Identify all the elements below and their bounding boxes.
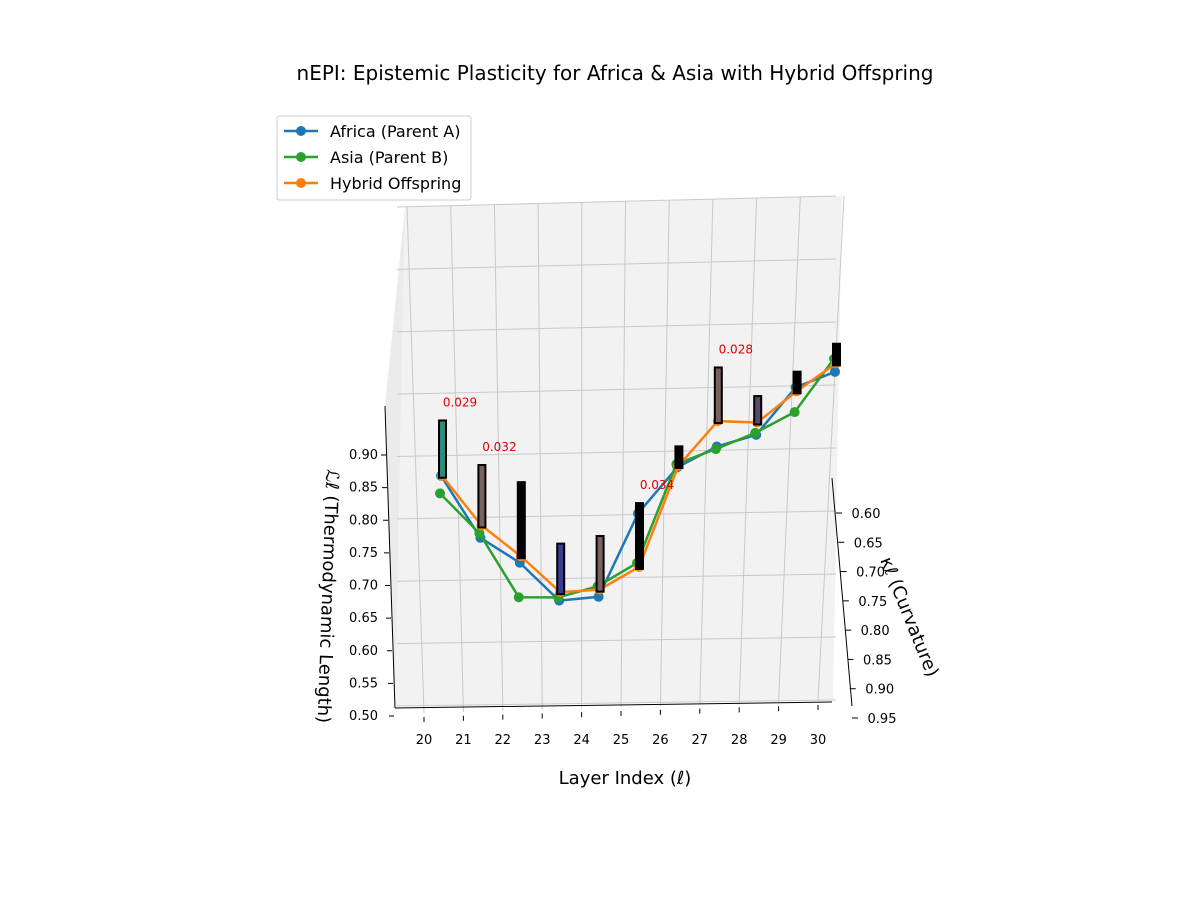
x-tick-label: 26 <box>652 733 669 748</box>
z-tick-label: 0.80 <box>349 513 378 528</box>
grid-line-x <box>537 203 543 710</box>
legend-marker <box>296 152 306 162</box>
data-point <box>750 427 761 438</box>
bar-value-label: 0.029 <box>443 395 477 409</box>
data-point <box>474 528 485 539</box>
x-tick-label: 23 <box>534 733 551 748</box>
data-point <box>789 407 800 418</box>
legend: Africa (Parent A) Asia (Parent B) Hybrid O… <box>276 115 472 201</box>
grid-line-x <box>406 206 425 714</box>
z-tick-label: 0.90 <box>349 448 378 463</box>
chart-pane <box>385 196 842 706</box>
grid-line-z <box>396 447 837 457</box>
grid-line-x <box>659 200 670 706</box>
legend-label: Africa (Parent A) <box>330 122 460 141</box>
y-tick-label: 0.75 <box>858 595 887 610</box>
z-tick-label: 0.65 <box>349 611 378 626</box>
grid-line-z <box>396 321 837 333</box>
z-tick-label: 0.85 <box>349 481 378 496</box>
plasticity-bar <box>438 419 447 479</box>
plasticity-bar <box>713 366 723 425</box>
x-tick-label: 25 <box>613 733 630 748</box>
grid-lines <box>396 195 845 714</box>
grid-line-x <box>778 197 801 703</box>
grid-line-z <box>396 636 837 645</box>
plasticity-bar <box>556 542 566 596</box>
y-axis-line <box>831 477 853 707</box>
x-tick-label: 20 <box>416 733 433 748</box>
grid-line-z <box>396 384 837 395</box>
chart-title: nEPI: Epistemic Plasticity for Africa & … <box>297 61 934 85</box>
plasticity-bar <box>753 395 763 426</box>
x-axis-label: Layer Index (ℓ) <box>559 768 692 789</box>
z-tick-label: 0.50 <box>349 709 378 724</box>
y-tick-label: 0.90 <box>865 683 894 698</box>
bars-group: 0.029 0.032 0.034 0.028 <box>438 342 841 596</box>
x-tick-label: 30 <box>810 733 827 748</box>
x-tick-label: 28 <box>731 733 748 748</box>
y-tick-label: 0.65 <box>854 536 883 551</box>
y-tick-label: 0.95 <box>868 712 897 727</box>
z-axis-line <box>384 405 396 709</box>
grid-line-x <box>450 205 464 712</box>
z-tick-label: 0.75 <box>349 546 378 561</box>
legend-marker <box>296 126 306 136</box>
z-axis-label: ℒℓ (Thermodynamic Length) <box>313 469 343 724</box>
z-tick-label: 0.70 <box>349 579 378 594</box>
grid-line-z <box>396 699 837 707</box>
axes: 20 21 22 23 24 25 26 27 28 29 30 0.50 0.55 0.60 0.65 0.… <box>349 405 897 748</box>
x-tick-label: 29 <box>770 733 787 748</box>
y-tick-label: 0.60 <box>852 507 881 522</box>
x-tick-label: 27 <box>692 733 709 748</box>
z-tick-label: 0.60 <box>349 644 378 659</box>
x-tick-label: 24 <box>573 733 590 748</box>
z-tick-label: 0.55 <box>349 676 378 691</box>
grid-line-z <box>396 573 837 582</box>
grid-line-z <box>396 195 837 208</box>
legend-label: Asia (Parent B) <box>330 148 448 167</box>
grid-line-z <box>396 510 837 520</box>
plasticity-bar <box>477 464 487 529</box>
bar-value-label: 0.032 <box>482 440 516 454</box>
grid-line-x <box>620 201 626 708</box>
plasticity-bar <box>595 535 605 593</box>
x-axis-line <box>394 701 833 709</box>
data-point <box>513 592 524 603</box>
bar-value-label: 0.034 <box>640 478 674 492</box>
data-point <box>830 366 840 377</box>
y-tick-label: 0.80 <box>861 624 890 639</box>
legend-marker <box>296 178 306 188</box>
legend-label: Hybrid Offspring <box>330 174 461 193</box>
plasticity-bar <box>635 502 644 570</box>
legend-frame <box>276 115 472 201</box>
plasticity-bar <box>674 445 684 469</box>
back-pane <box>395 196 842 706</box>
data-point <box>435 488 445 499</box>
data-point <box>710 444 721 455</box>
plasticity-bar <box>516 481 526 560</box>
y-tick-label: 0.70 <box>856 566 885 581</box>
x-tick-label: 21 <box>455 733 472 748</box>
grid-line-x <box>493 204 504 711</box>
x-tick-label: 22 <box>495 733 512 748</box>
y-tick-label: 0.85 <box>863 653 892 668</box>
plasticity-bar <box>792 370 802 395</box>
grid-line-z <box>396 258 837 270</box>
grid-line-x <box>738 198 758 704</box>
plasticity-bar <box>832 342 841 367</box>
bar-value-label: 0.028 <box>719 342 753 356</box>
